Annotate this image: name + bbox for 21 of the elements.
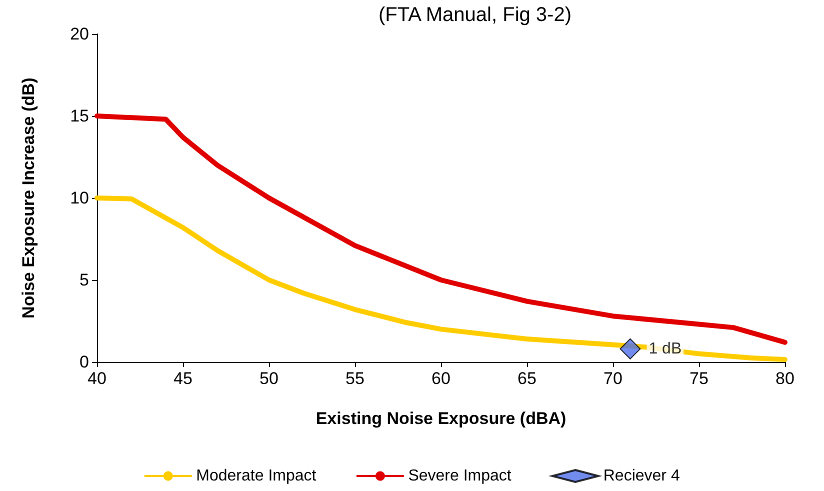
x-tick-label: 65 <box>518 369 536 388</box>
y-tick-label: 5 <box>80 270 89 290</box>
x-tick-label: 50 <box>260 369 278 388</box>
x-tick-label: 75 <box>690 369 708 388</box>
legend-label: Moderate Impact <box>196 468 317 484</box>
x-tick-label: 80 <box>776 369 794 388</box>
y-tick-label: 20 <box>70 24 89 44</box>
x-tick-label: 70 <box>604 369 622 388</box>
x-tick-label: 60 <box>432 369 450 388</box>
x-tick-label: 45 <box>174 369 192 388</box>
x-axis-title: Existing Noise Exposure (dBA) <box>316 409 566 428</box>
legend-label: Severe Impact <box>408 468 512 484</box>
chart-title: (FTA Manual, Fig 3-2) <box>378 4 572 26</box>
legend-label: Reciever 4 <box>603 468 680 484</box>
x-tick-label: 40 <box>88 369 106 388</box>
y-tick-label: 15 <box>70 106 89 126</box>
data-label: 1 dB <box>648 340 682 358</box>
y-axis-title: Noise Exposure Increase (dB) <box>19 78 38 318</box>
y-tick-label: 0 <box>80 352 89 372</box>
x-tick-label: 55 <box>346 369 364 388</box>
y-tick-label: 10 <box>70 188 89 208</box>
